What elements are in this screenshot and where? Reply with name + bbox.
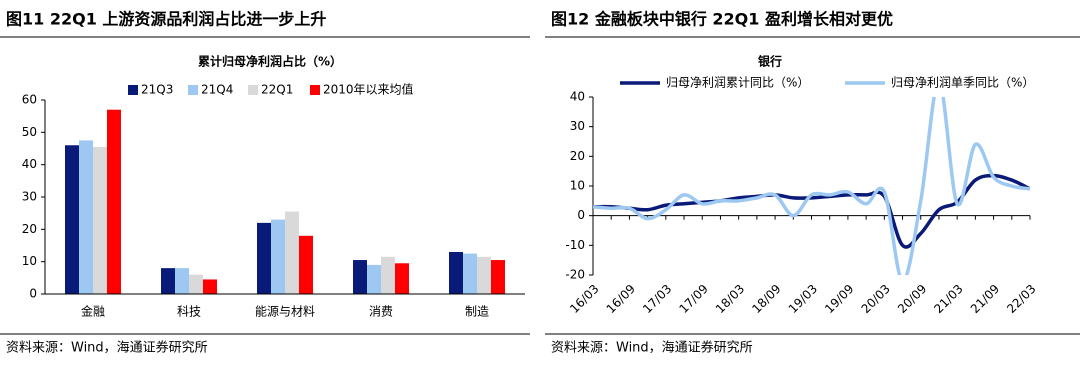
bar <box>189 274 203 294</box>
x-tick-label: 18/03 <box>713 282 747 316</box>
legend-label: 归母净利润单季同比（%） <box>891 76 1034 90</box>
x-tick-label: 16/03 <box>567 282 601 316</box>
x-tick-label: 制造 <box>465 305 489 319</box>
x-tick-label: 20/03 <box>859 282 893 316</box>
y-tick-label: 0 <box>29 287 37 301</box>
x-tick-label: 18/09 <box>749 282 783 316</box>
x-tick-label: 科技 <box>177 305 201 319</box>
x-tick-label: 消费 <box>369 305 393 319</box>
chart-title: 累计归母净利润占比（%） <box>198 54 342 69</box>
y-tick-label: 20 <box>570 149 585 163</box>
legend-label: 22Q1 <box>261 83 293 97</box>
chart-title: 银行 <box>758 54 782 69</box>
caption: 图12 金融板块中银行 22Q1 盈利增长相对更优 <box>551 10 893 29</box>
y-tick-label: 10 <box>22 254 37 268</box>
x-tick-label: 22/03 <box>1004 282 1038 316</box>
legend-swatch <box>310 85 320 95</box>
y-tick-label: -10 <box>565 238 585 252</box>
y-tick-label: 40 <box>22 157 37 171</box>
bar <box>107 109 121 294</box>
bar <box>299 235 313 294</box>
legend-label: 2010年以来均值 <box>323 82 414 97</box>
bar <box>381 256 395 294</box>
x-tick-label: 20/09 <box>895 282 929 316</box>
x-tick-label: 16/09 <box>604 282 638 316</box>
x-tick-label: 17/09 <box>676 282 710 316</box>
bar <box>395 263 409 294</box>
bar <box>367 264 381 294</box>
y-tick-label: 0 <box>577 208 585 222</box>
bar <box>79 140 93 294</box>
y-tick-label: -20 <box>565 268 585 282</box>
x-tick-label: 17/03 <box>640 282 674 316</box>
y-tick-label: 30 <box>570 119 585 133</box>
bar <box>271 219 285 294</box>
caption: 图11 22Q1 上游资源品利润占比进一步上升 <box>6 10 326 29</box>
x-tick-label: 能源与材料 <box>255 305 315 319</box>
bar <box>353 260 367 294</box>
bar <box>203 279 217 294</box>
x-tick-label: 21/09 <box>968 282 1002 316</box>
legend-swatch <box>248 85 258 95</box>
y-tick-label: 40 <box>570 90 585 104</box>
x-tick-label: 19/09 <box>822 282 856 316</box>
line <box>593 97 1030 275</box>
bar <box>175 268 189 294</box>
x-tick-label: 金融 <box>81 304 105 319</box>
bar <box>449 251 463 294</box>
bar <box>463 253 477 294</box>
bar <box>93 146 107 294</box>
bar <box>257 222 271 294</box>
bar <box>491 260 505 294</box>
source: 资料来源：Wind，海通证券研究所 <box>6 340 208 356</box>
legend-label: 归母净利润累计同比（%） <box>666 76 809 90</box>
legend-label: 21Q4 <box>201 83 233 97</box>
y-tick-label: 60 <box>22 93 37 107</box>
legend-label: 21Q3 <box>141 83 173 97</box>
bar <box>477 256 491 294</box>
bar <box>65 145 79 294</box>
legend-swatch <box>188 85 198 95</box>
x-tick-label: 19/03 <box>786 282 820 316</box>
x-tick-label: 21/03 <box>931 282 965 316</box>
legend-swatch <box>128 85 138 95</box>
source: 资料来源：Wind，海通证券研究所 <box>551 340 753 356</box>
bar <box>161 268 175 294</box>
y-tick-label: 50 <box>22 125 37 139</box>
y-tick-label: 20 <box>22 222 37 236</box>
bar <box>285 211 299 294</box>
y-tick-label: 30 <box>22 190 37 204</box>
y-tick-label: 10 <box>570 179 585 193</box>
